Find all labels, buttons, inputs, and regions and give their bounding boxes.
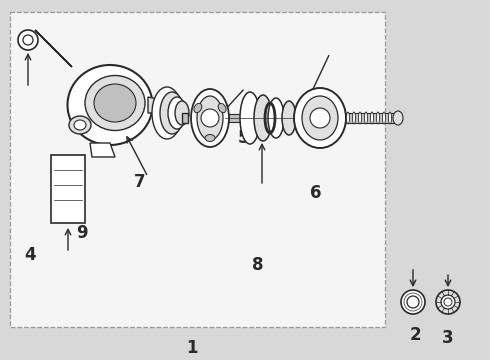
Ellipse shape [370, 112, 373, 124]
Text: 3: 3 [442, 329, 454, 347]
Circle shape [444, 298, 452, 306]
Ellipse shape [160, 92, 184, 134]
Circle shape [401, 290, 425, 314]
Circle shape [23, 35, 33, 45]
Ellipse shape [74, 120, 86, 130]
Ellipse shape [194, 103, 202, 113]
Ellipse shape [365, 112, 368, 124]
Ellipse shape [68, 65, 152, 145]
Bar [51, 155, 85, 223]
Circle shape [201, 109, 219, 127]
Ellipse shape [94, 84, 136, 122]
Ellipse shape [294, 88, 346, 148]
Ellipse shape [240, 92, 260, 144]
Circle shape [441, 295, 455, 309]
Ellipse shape [346, 112, 349, 124]
Ellipse shape [302, 96, 338, 140]
Ellipse shape [268, 98, 284, 138]
Text: 8: 8 [252, 256, 264, 274]
Ellipse shape [254, 95, 272, 141]
Ellipse shape [296, 104, 308, 132]
Ellipse shape [168, 97, 186, 129]
Text: 4: 4 [24, 246, 36, 264]
Ellipse shape [389, 112, 392, 124]
Ellipse shape [218, 103, 226, 113]
Polygon shape [90, 143, 115, 157]
Ellipse shape [352, 112, 356, 124]
Text: 1: 1 [186, 339, 198, 357]
Ellipse shape [85, 76, 145, 131]
Circle shape [436, 290, 460, 314]
Ellipse shape [359, 112, 362, 124]
Circle shape [407, 296, 419, 308]
Ellipse shape [152, 87, 182, 139]
Text: 5: 5 [237, 129, 249, 147]
Bar [10, 12, 385, 327]
Polygon shape [35, 30, 72, 67]
Ellipse shape [69, 116, 91, 134]
Ellipse shape [376, 112, 379, 124]
Ellipse shape [383, 112, 386, 124]
Ellipse shape [205, 135, 215, 141]
Text: 9: 9 [76, 224, 88, 242]
Ellipse shape [197, 96, 223, 140]
Circle shape [18, 30, 38, 50]
Bar [225, 114, 310, 122]
Bar [345, 113, 395, 123]
Text: 6: 6 [310, 184, 322, 202]
Polygon shape [182, 113, 188, 123]
Polygon shape [148, 97, 162, 113]
Text: 2: 2 [409, 326, 421, 344]
Ellipse shape [393, 111, 403, 125]
Ellipse shape [282, 101, 296, 135]
Text: 7: 7 [134, 173, 146, 191]
Circle shape [310, 108, 330, 128]
Ellipse shape [191, 89, 229, 147]
Ellipse shape [175, 101, 189, 125]
